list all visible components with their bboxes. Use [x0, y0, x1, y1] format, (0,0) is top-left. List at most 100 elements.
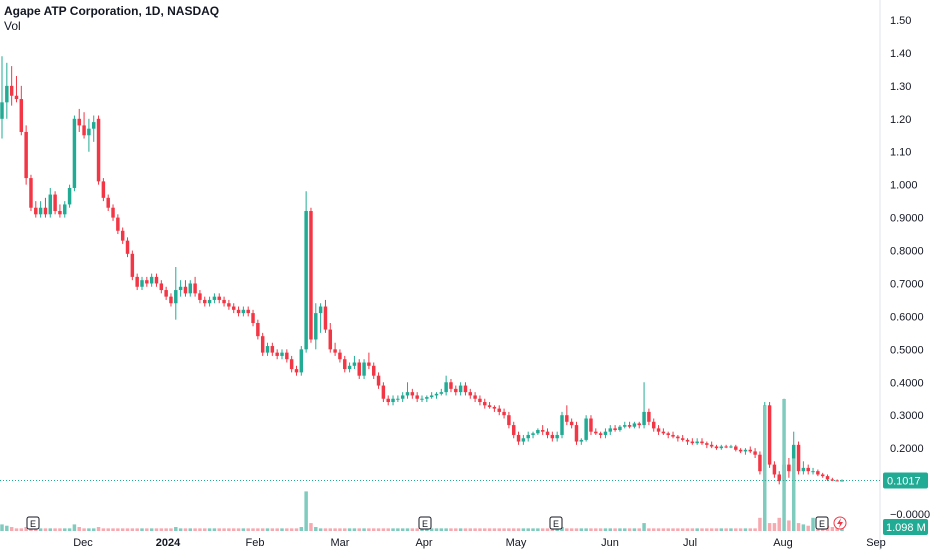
candle-body: [19, 99, 24, 132]
candle-body: [63, 204, 67, 215]
candle-body: [5, 85, 9, 103]
candle-body: [555, 434, 559, 439]
volume-bar: [444, 528, 448, 531]
time-axis-label: Sep: [866, 537, 886, 549]
candle-body: [526, 434, 530, 439]
volume-bar: [178, 528, 183, 531]
candle-body: [594, 431, 598, 434]
candle-body: [830, 479, 835, 481]
volume-bar: [400, 528, 405, 531]
volume-bar: [651, 528, 656, 531]
candle-body: [429, 395, 434, 398]
last-price-label: 0.1017: [887, 476, 921, 488]
volume-bar: [473, 528, 477, 531]
last-volume-badge: [883, 519, 928, 535]
earnings-marker-label: E: [553, 519, 559, 529]
volume-bar: [323, 528, 328, 531]
volume-bar: [787, 520, 791, 531]
price-tick-label: 1.40: [890, 48, 911, 60]
candle-body: [492, 406, 497, 409]
volume-bar: [154, 528, 159, 531]
volume-bar: [608, 528, 613, 531]
volume-bar: [439, 528, 444, 531]
candle-body: [347, 365, 352, 370]
candle-body: [72, 118, 77, 188]
volume-bar: [280, 528, 284, 531]
volume-bar: [613, 528, 617, 531]
time-axis-label: Apr: [415, 537, 432, 549]
volume-bar: [256, 528, 260, 531]
volume-bar: [705, 528, 709, 531]
volume-bar: [729, 528, 733, 531]
volume-bar: [521, 528, 526, 531]
time-axis-label: Jun: [601, 537, 619, 549]
candle-body: [367, 362, 371, 366]
candle-body: [700, 441, 704, 444]
volume-bar: [767, 523, 772, 531]
volume-bar: [507, 528, 511, 531]
time-axis-label: Jul: [683, 537, 697, 549]
candle-body: [299, 349, 304, 373]
volume-bar: [174, 527, 178, 531]
volume-bar: [63, 528, 67, 531]
candle-body: [314, 313, 318, 340]
earnings-marker[interactable]: [549, 516, 563, 530]
volume-bar: [0, 524, 4, 531]
candle-body: [719, 446, 724, 449]
price-tick-label: 1.30: [890, 81, 911, 93]
volume-bar: [743, 528, 748, 531]
volume-bar: [714, 528, 719, 531]
volume-bar: [791, 458, 796, 531]
volume-bar: [415, 528, 419, 531]
candle-body: [371, 365, 376, 376]
candle-body: [265, 346, 270, 353]
volume-bar: [101, 528, 106, 531]
candle-body: [425, 397, 429, 399]
volume-bar: [434, 528, 439, 531]
symbol-title[interactable]: Agape ATP Corporation, 1D, NASDAQ: [4, 4, 220, 18]
volume-bar: [516, 528, 521, 531]
volume-bar: [603, 528, 608, 531]
volume-bar: [135, 528, 139, 531]
lightning-icon: [837, 518, 843, 528]
candle-body: [729, 446, 733, 448]
time-axis-label: Aug: [773, 537, 793, 549]
volume-bar: [217, 528, 221, 531]
candle-body: [565, 415, 569, 422]
candle-body: [787, 464, 791, 472]
volume-bar: [569, 528, 574, 531]
earnings-marker[interactable]: [418, 516, 432, 530]
price-tick-label: 1.50: [890, 15, 911, 27]
candle-body: [796, 444, 801, 472]
candle-body: [53, 194, 57, 212]
candle-body: [439, 392, 444, 394]
candle-body: [584, 418, 588, 440]
volume-bar: [362, 528, 366, 531]
volume-bar: [212, 528, 217, 531]
volume-bar: [111, 528, 115, 531]
candle-body: [87, 128, 91, 136]
candle-body: [256, 322, 260, 337]
earnings-marker[interactable]: [815, 516, 829, 530]
volume-bar: [149, 528, 154, 531]
candle-body: [29, 178, 33, 208]
candle-body: [304, 211, 308, 350]
earnings-marker[interactable]: [26, 516, 40, 530]
volume-bar: [376, 528, 381, 531]
volume-bar: [487, 528, 492, 531]
candle-body: [743, 449, 748, 452]
volume-bar: [381, 528, 386, 531]
volume-bar: [526, 528, 530, 531]
candle-body: [203, 299, 207, 304]
candle-body: [695, 441, 699, 444]
candle-body: [603, 431, 608, 435]
volume-bar: [82, 528, 86, 531]
volume-bar: [106, 528, 110, 531]
time-axis-label: Dec: [73, 537, 93, 549]
candle-body: [251, 313, 255, 323]
candle-body: [116, 217, 120, 231]
price-tick-label: −0.0000: [890, 509, 930, 521]
candle-body: [502, 411, 506, 416]
volume-bar: [338, 528, 342, 531]
